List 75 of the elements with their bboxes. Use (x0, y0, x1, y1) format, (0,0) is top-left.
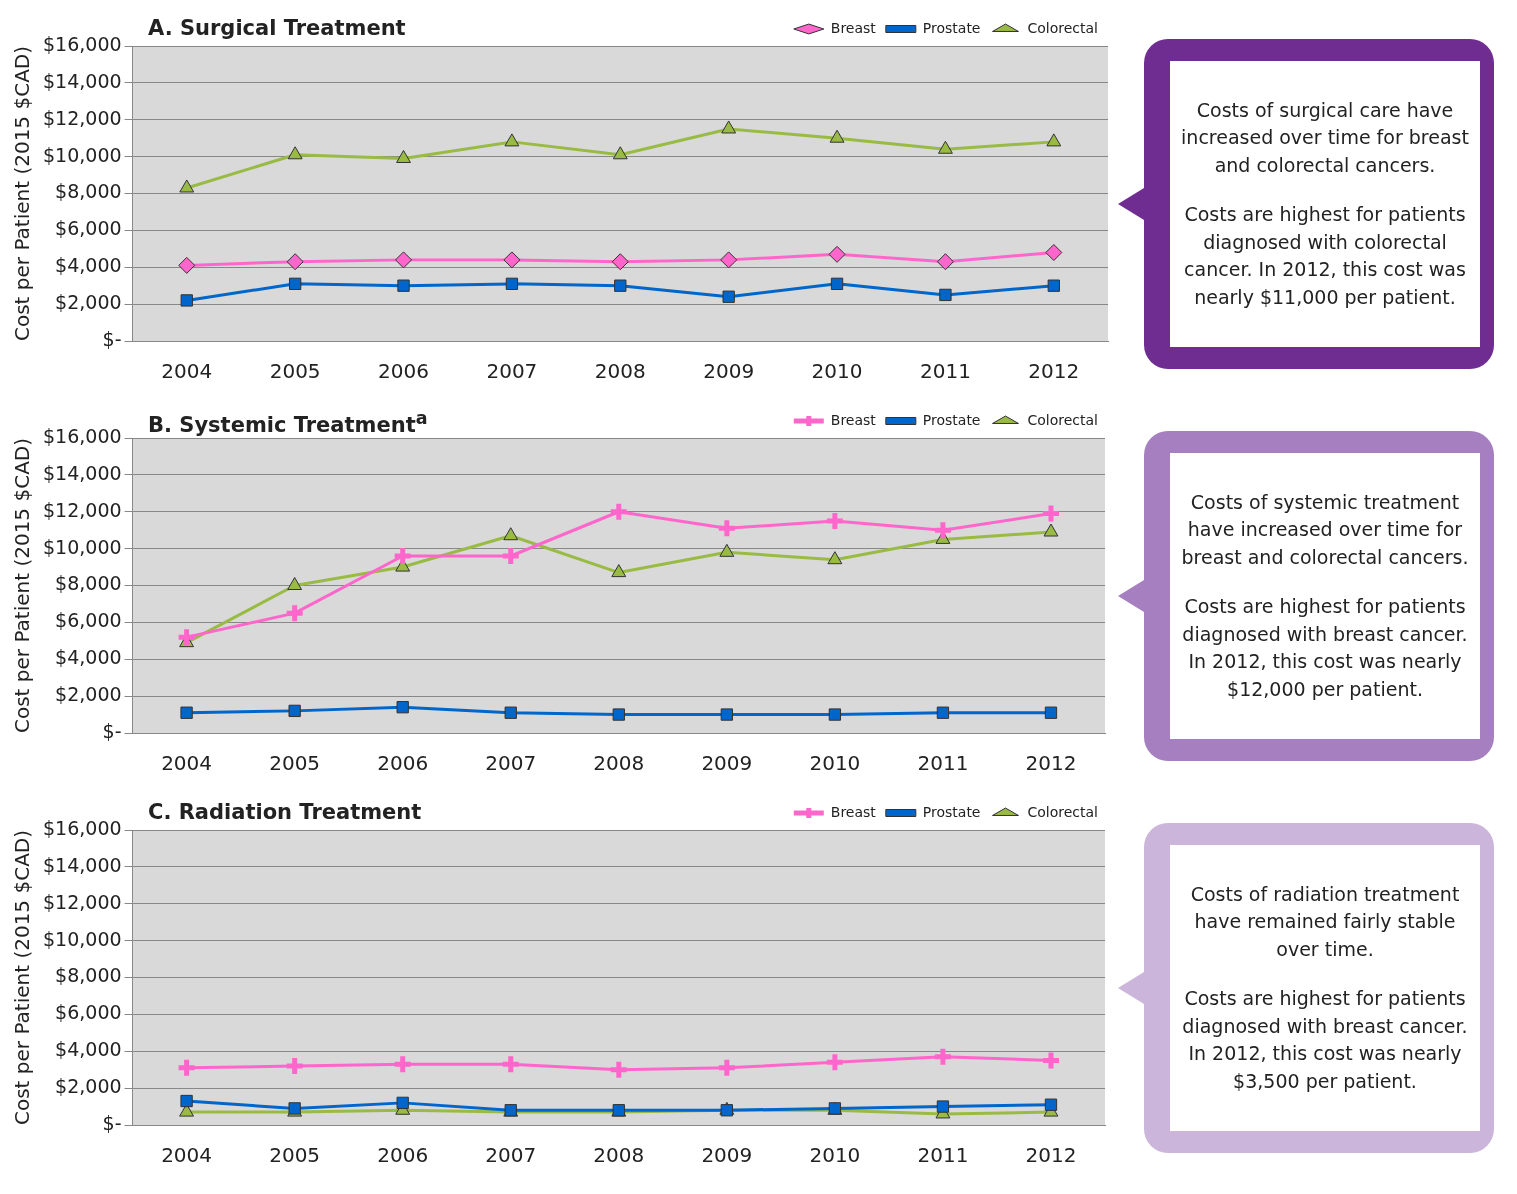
x-tick-label: 2011 (917, 750, 969, 775)
x-tick-label: 2007 (486, 358, 538, 383)
y-tick-label: $4,000 (55, 645, 122, 668)
x-tick-label: 2007 (485, 1142, 537, 1167)
x-tick-label: 2009 (701, 750, 753, 775)
legend-label: Prostate (922, 19, 981, 36)
text: Costs of surgical care have increased over time for breast and colorectal cancers. (1180, 97, 1470, 178)
y-tick-label: $2,000 (55, 682, 122, 705)
legend-label: Breast (830, 19, 877, 36)
chart-title: C. Radiation Treatment (148, 799, 422, 824)
y-tick-label: $14,000 (42, 853, 122, 876)
x-tick-label: 2005 (269, 1142, 321, 1167)
y-axis-title: Cost per Patient (2015 $CAD) (10, 45, 35, 341)
legend-label: Colorectal (1027, 19, 1098, 36)
y-tick-label: $14,000 (42, 69, 122, 92)
x-tick-label: 2006 (377, 1142, 429, 1167)
y-axis-title: Cost per Patient (2015 $CAD) (10, 437, 35, 733)
x-tick-label: 2009 (701, 1142, 753, 1167)
x-tick-label: 2012 (1028, 358, 1080, 383)
y-tick-label: $4,000 (55, 1037, 122, 1060)
y-tick-label: $12,000 (42, 106, 122, 129)
x-tick-label: 2006 (377, 750, 429, 775)
legend-label: Colorectal (1027, 411, 1098, 428)
x-tick-label: 2011 (917, 1142, 969, 1167)
y-tick-label: $2,000 (55, 1074, 122, 1097)
y-tick-label: $- (102, 1111, 122, 1134)
y-tick-label: $12,000 (42, 498, 122, 521)
text: Costs are highest for patients diagnosed with colorectal cancer. In 2012, this cost was nearly $11,000 per patient. (1183, 202, 1467, 310)
y-tick-label: $6,000 (55, 608, 122, 631)
x-tick-label: 2004 (161, 358, 213, 383)
y-tick-label: $8,000 (55, 571, 122, 594)
y-tick-label: $8,000 (55, 963, 122, 986)
legend-label: Prostate (922, 803, 981, 820)
x-tick-label: 2012 (1025, 750, 1077, 775)
x-tick-label: 2004 (161, 1142, 213, 1167)
legend-label: Breast (830, 411, 877, 428)
x-tick-label: 2009 (703, 358, 755, 383)
legend-label: Prostate (922, 411, 981, 428)
y-tick-label: $4,000 (55, 253, 122, 276)
text: Costs are highest for patients diagnosed with breast cancer. In 2012, this cost was nearly $3,500 per patient. (1181, 986, 1469, 1094)
y-tick-label: $16,000 (42, 424, 122, 447)
y-tick-label: $16,000 (42, 816, 122, 839)
y-tick-label: $6,000 (55, 1000, 122, 1023)
y-tick-label: $10,000 (42, 143, 122, 166)
y-tick-label: $12,000 (42, 890, 122, 913)
x-tick-label: 2008 (593, 1142, 645, 1167)
y-tick-label: $- (102, 719, 122, 742)
text: Costs of radiation treatment have remained fairly stable over time. (1189, 881, 1461, 962)
y-tick-label: $14,000 (42, 461, 122, 484)
y-axis-title: Cost per Patient (2015 $CAD) (10, 829, 35, 1125)
chart-title: A. Surgical Treatment (148, 15, 406, 40)
x-tick-label: 2011 (919, 358, 971, 383)
x-tick-label: 2010 (809, 750, 861, 775)
text: Costs of systemic treatment have increased over time for breast and colorectal cancers. (1180, 489, 1470, 570)
x-tick-label: 2008 (594, 358, 646, 383)
text: Costs are highest for patients diagnosed with breast cancer. In 2012, this cost was nearly $12,000 per patient. (1181, 594, 1469, 702)
x-tick-label: 2006 (378, 358, 429, 383)
x-tick-label: 2004 (161, 750, 213, 775)
x-tick-label: 2008 (593, 750, 645, 775)
x-tick-label: 2005 (269, 750, 321, 775)
x-tick-label: 2007 (485, 750, 537, 775)
y-tick-label: $2,000 (55, 290, 122, 313)
y-tick-label: $10,000 (42, 927, 122, 950)
x-tick-label: 2005 (269, 358, 321, 383)
x-tick-label: 2012 (1025, 1142, 1077, 1167)
y-tick-label: $8,000 (55, 179, 122, 202)
y-tick-label: $16,000 (42, 32, 122, 55)
x-tick-label: 2010 (811, 358, 863, 383)
legend-label: Breast (830, 803, 877, 820)
chart-title: B. Systemic Treatment$^{a}$ (148, 407, 428, 437)
y-tick-label: $- (102, 327, 122, 350)
x-tick-label: 2010 (809, 1142, 861, 1167)
y-tick-label: $10,000 (42, 535, 122, 558)
y-tick-label: $6,000 (55, 216, 122, 239)
legend-label: Colorectal (1027, 803, 1098, 820)
